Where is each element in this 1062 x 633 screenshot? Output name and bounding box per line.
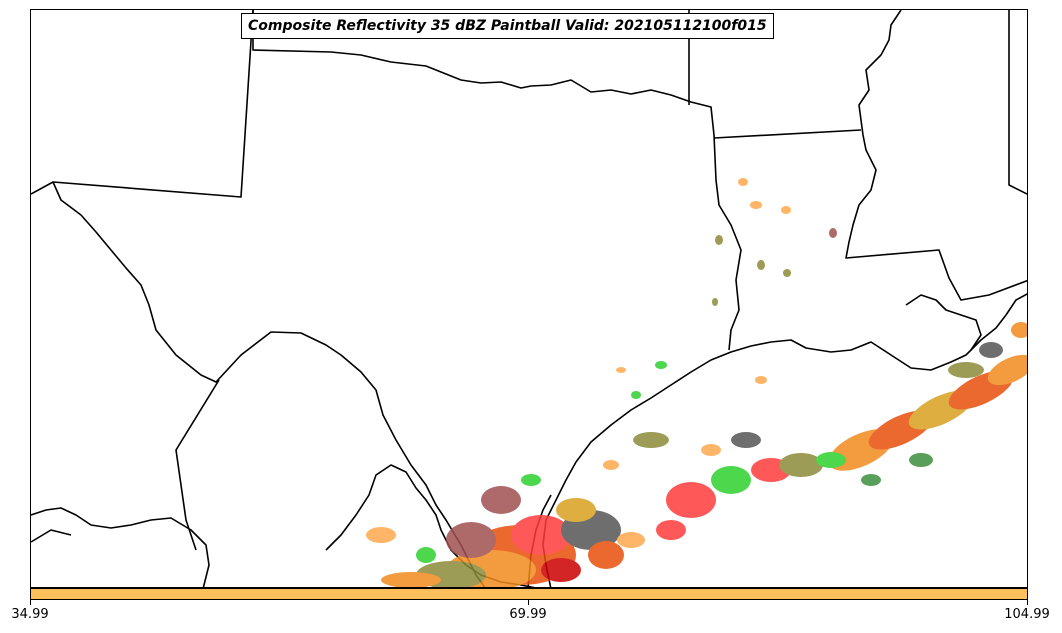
colorbar: [30, 588, 1028, 600]
texas-coastline: [542, 293, 1027, 587]
panhandle-west-border: [31, 10, 254, 198]
map-canvas: [31, 10, 1027, 587]
map-panel: [30, 9, 1028, 588]
mississippi-river: [845, 10, 1027, 301]
mexico-state-line: [31, 529, 72, 543]
reflectivity-paintball: [366, 178, 1027, 587]
colorbar-tick-mark: [528, 600, 529, 605]
colorbar-tick-label: 34.99: [11, 607, 49, 622]
arkansas-south-border: [713, 129, 862, 139]
state-boundaries: [31, 10, 1027, 587]
ms-al-border: [1008, 10, 1027, 195]
map-title: Composite Reflectivity 35 dBZ Paintball …: [241, 13, 774, 39]
tx-ok-north-border: [252, 10, 742, 351]
louisiana-delta: [905, 294, 982, 351]
mexico-interior-line: [175, 379, 220, 551]
rio-grande-border: [31, 507, 210, 587]
colorbar-tick-mark: [1027, 600, 1028, 605]
colorbar-tick-mark: [30, 600, 31, 605]
red-river-border: [52, 181, 486, 587]
colorbar-tick-label: 104.99: [1004, 607, 1050, 622]
colorbar-tick-label: 69.99: [509, 607, 547, 622]
